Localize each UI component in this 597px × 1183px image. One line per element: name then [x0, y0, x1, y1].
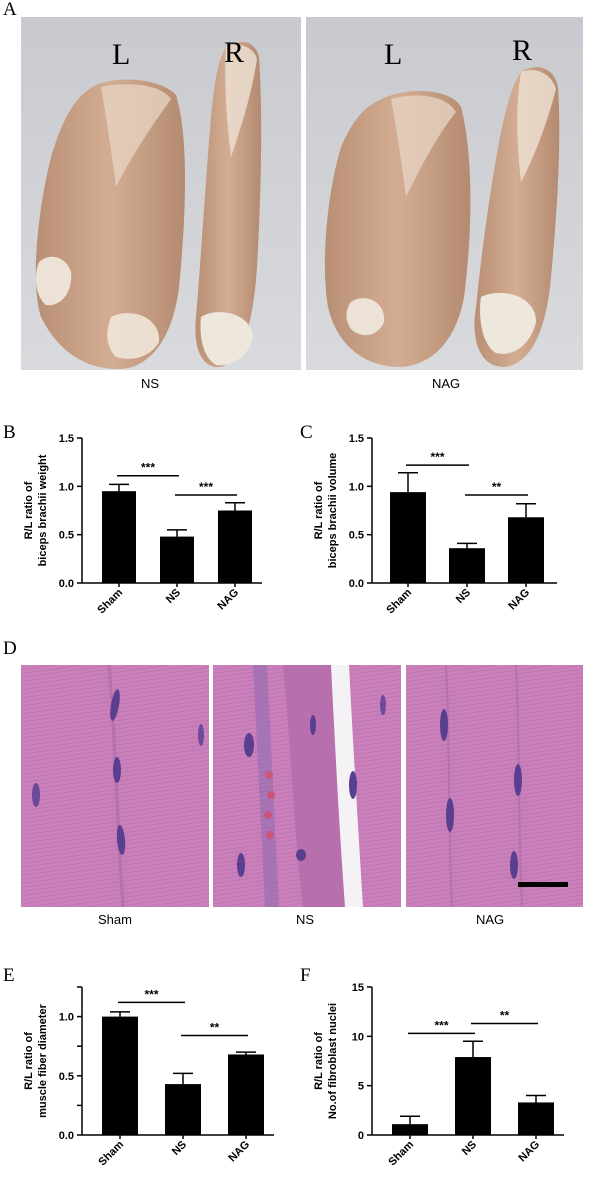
x-tick-label: Sham: [96, 1138, 126, 1168]
he-stain-nag: [406, 665, 583, 907]
photo-label-r-nag: R: [512, 34, 533, 67]
photo-label-r-ns: R: [224, 36, 245, 69]
bar-ns: [449, 548, 485, 583]
significance-label: ***: [199, 480, 213, 494]
panel-letter-f: F: [300, 965, 311, 986]
photo-caption-ns: NS: [141, 376, 160, 391]
he-caption-ns: NS: [296, 912, 315, 927]
bar-ns: [455, 1057, 491, 1135]
y-tick-label: 0.0: [59, 1130, 74, 1142]
chart-e: 0.0 0.5 1.0 R/L ratio of muscle fiber diamet…: [23, 986, 274, 1168]
he-stain-ns: [213, 665, 401, 907]
bar-sham: [102, 1016, 138, 1135]
panel-letter-b: B: [3, 422, 16, 443]
bar-sham: [392, 1124, 428, 1135]
significance-label: ***: [144, 987, 158, 1001]
he-stain-sham: [21, 665, 209, 907]
panel-letter-a: A: [3, 0, 17, 20]
y-axis-label: R/L ratio of: [23, 481, 35, 539]
panel-letter-c: C: [300, 422, 313, 443]
photo-caption-nag: NAG: [432, 376, 461, 391]
y-axis-label: biceps brachii volume: [327, 453, 339, 569]
bar-sham: [390, 492, 426, 583]
y-tick-label: 1.0: [59, 1012, 74, 1024]
chart-b: 0.0 0.5 1.0 1.5 R/L ratio of biceps brachii w…: [23, 433, 262, 616]
significance-label: ***: [434, 1018, 448, 1032]
panel-letter-d: D: [3, 638, 17, 659]
y-tick-label: 1.0: [59, 481, 74, 493]
y-tick-label: 5: [358, 1081, 364, 1093]
y-tick-label: 1.5: [59, 433, 74, 445]
y-axis-label: muscle fiber diameter: [37, 1003, 49, 1117]
significance-label: ***: [141, 461, 155, 475]
bar-sham: [102, 491, 136, 583]
chart-c: 0.0 0.5 1.0 1.5 R/L ratio of biceps brachii v…: [313, 433, 557, 616]
y-tick-label: 10: [352, 1031, 364, 1043]
bar-ns: [165, 1084, 201, 1135]
significance-label: **: [500, 1009, 510, 1023]
y-tick-label: 1.5: [349, 433, 364, 445]
y-tick-label: 1.0: [349, 481, 364, 493]
y-tick-label: 15: [352, 982, 364, 994]
y-axis-label: R/L ratio of: [23, 1032, 35, 1090]
scale-bar: [518, 882, 568, 887]
y-tick-label: 0.5: [59, 530, 74, 542]
y-axis-label: R/L ratio of: [313, 1032, 325, 1090]
photo-label-l-ns: L: [112, 38, 131, 71]
x-tick-label: Sham: [384, 586, 414, 616]
x-tick-label: NS: [460, 1139, 479, 1158]
significance-label: **: [210, 1021, 220, 1035]
x-tick-label: NS: [454, 587, 473, 606]
significance-label: ***: [430, 450, 444, 464]
x-tick-label: NAG: [226, 1139, 252, 1165]
bar-nag: [518, 1102, 554, 1135]
bar-nag: [508, 517, 544, 583]
bar-ns: [160, 536, 194, 583]
bar-nag: [228, 1054, 264, 1135]
y-tick-label: 0.5: [59, 1071, 74, 1083]
chart-f: 0 5 10 15 R/L ratio of No.of fibroblast nucle…: [313, 982, 564, 1168]
y-axis-label: No.of fibroblast nuclei: [327, 1003, 339, 1119]
x-tick-label: Sham: [386, 1138, 416, 1168]
muscle-photo-ns: [21, 17, 301, 370]
y-tick-label: 0.0: [59, 578, 74, 590]
x-tick-label: NAG: [215, 587, 241, 613]
y-axis-label: R/L ratio of: [313, 481, 325, 539]
x-tick-label: NAG: [516, 1139, 542, 1165]
x-tick-label: NS: [170, 1139, 189, 1158]
y-tick-label: 0.0: [349, 578, 364, 590]
he-caption-nag: NAG: [476, 912, 505, 927]
photo-label-l-nag: L: [384, 38, 403, 71]
significance-label: **: [492, 480, 502, 494]
x-tick-label: NAG: [506, 587, 532, 613]
x-tick-label: NS: [164, 587, 183, 606]
y-tick-label: 0: [358, 1130, 364, 1142]
y-axis-label: biceps brachii weight: [37, 454, 49, 566]
muscle-photo-nag: [306, 17, 583, 370]
bar-nag: [218, 510, 252, 583]
x-tick-label: Sham: [95, 586, 125, 616]
he-caption-sham: Sham: [98, 912, 132, 927]
y-tick-label: 0.5: [349, 530, 364, 542]
panel-letter-e: E: [3, 965, 15, 986]
